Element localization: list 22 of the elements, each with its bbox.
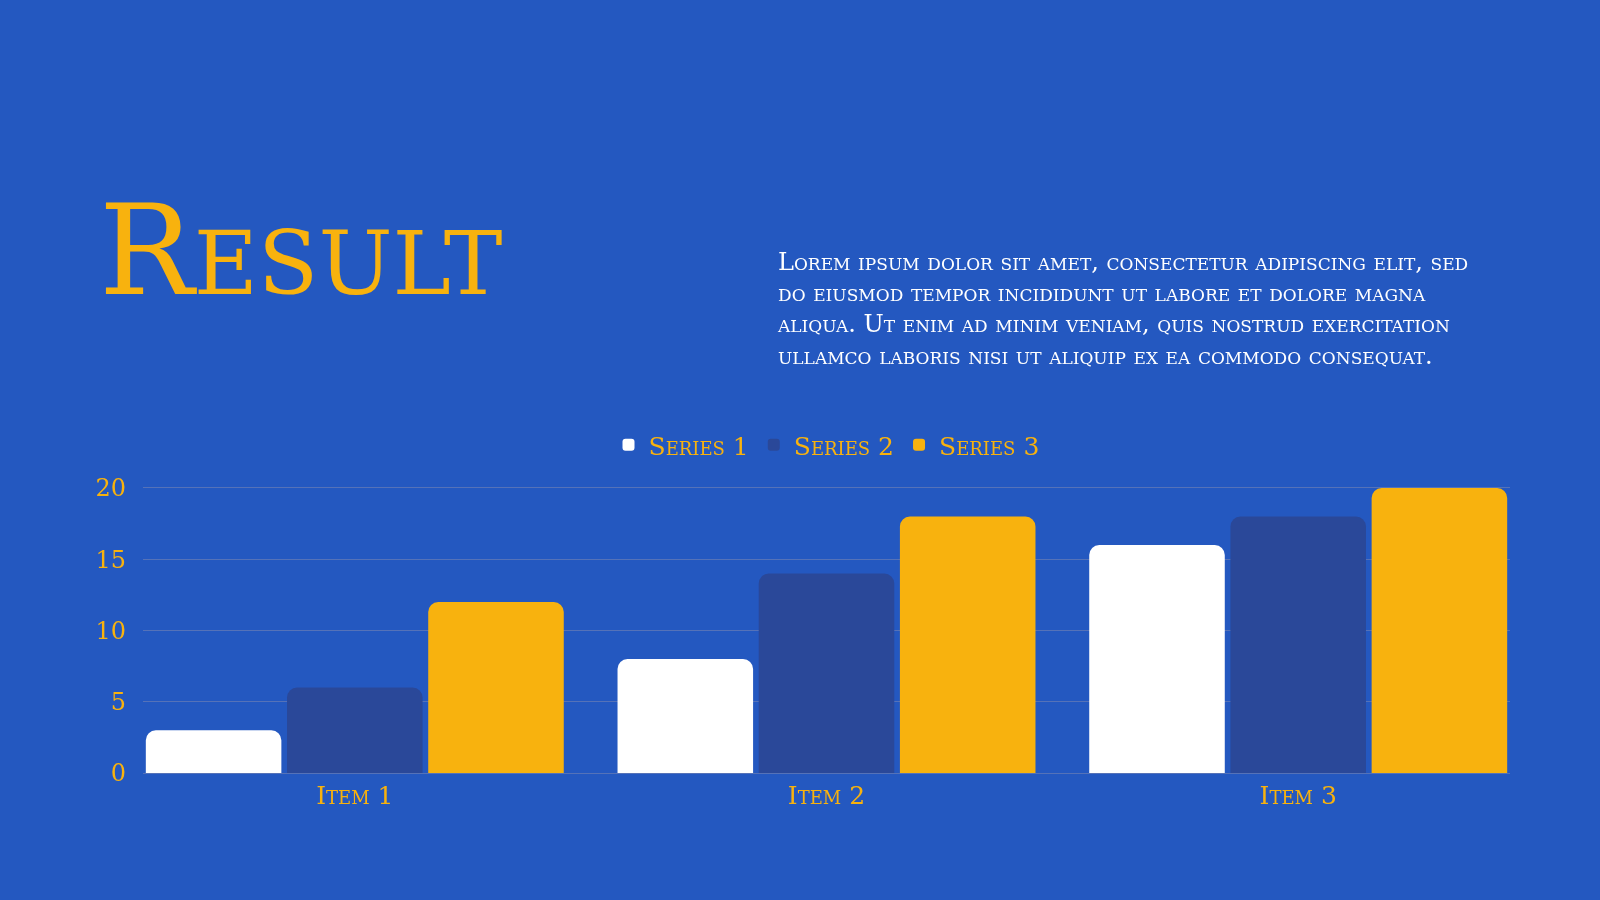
bar (899, 516, 1036, 773)
x-tick-label: Item 1 (316, 781, 394, 810)
y-tick-label: 0 (110, 759, 126, 788)
bar (758, 573, 895, 773)
y-tick-label: 5 (110, 688, 126, 717)
x-tick-label: Item 3 (1259, 781, 1337, 810)
y-tick-label: 10 (95, 616, 126, 645)
bar (287, 687, 423, 773)
bar (1089, 545, 1225, 773)
legend-label: Series 1 (648, 431, 749, 461)
y-tick-label: 15 (95, 545, 126, 574)
bar (145, 730, 282, 773)
bar (428, 602, 564, 773)
bar (1230, 516, 1366, 773)
chart-subtitle: Lorem ipsum dolor sit amet, consectetur adipiscing elit, sed do eiusmod tempor incididunt ut labore et dolore magna aliqua. Ut enim ad minim veniam, quis nostrud exercitation ullamco laboris nisi ut aliquip ex ea commodo consequat. (777, 248, 1469, 370)
legend-label: Series 3 (939, 431, 1040, 461)
legend-label: Series 2 (793, 431, 895, 461)
bar (1371, 488, 1508, 773)
bar (617, 659, 754, 773)
x-tick-label: Item 2 (787, 781, 866, 810)
chart-title: Result (99, 177, 503, 325)
y-tick-label: 20 (95, 474, 126, 503)
